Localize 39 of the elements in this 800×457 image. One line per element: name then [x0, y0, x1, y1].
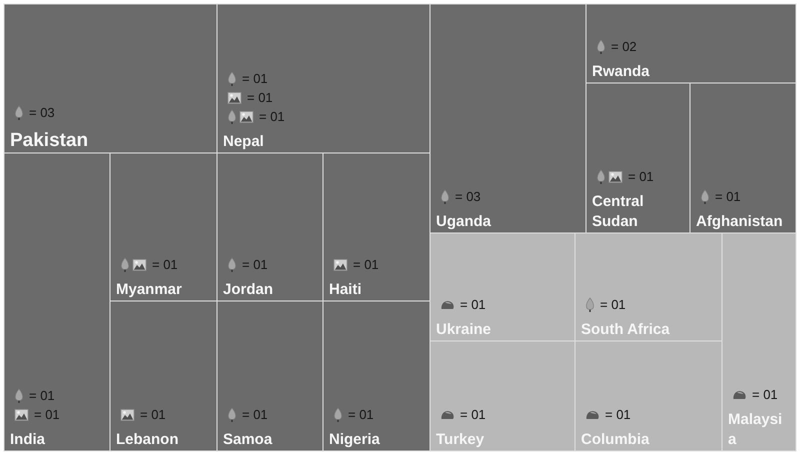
- data-label: = 01: [242, 407, 268, 422]
- data-label: = 01: [242, 257, 268, 272]
- data-label: = 01: [460, 407, 486, 422]
- data-label: = 03: [455, 189, 481, 204]
- category-label: Samoa: [223, 431, 273, 448]
- data-label: = 01: [242, 71, 268, 86]
- data-label: = 03: [29, 105, 55, 120]
- category-label: Jordan: [223, 281, 274, 298]
- category-label: Lebanon: [116, 431, 178, 448]
- data-label: = 01: [152, 257, 178, 272]
- category-label: Columbia: [581, 431, 650, 448]
- data-label: = 01: [628, 169, 654, 184]
- data-label: = 01: [140, 407, 166, 422]
- data-label: = 02: [611, 39, 637, 54]
- category-label: Haiti: [329, 281, 362, 298]
- category-label: South Africa: [581, 321, 670, 338]
- data-label: = 01: [600, 297, 626, 312]
- category-label: Nepal: [223, 133, 264, 150]
- data-label: = 01: [247, 90, 273, 105]
- category-label: Central Sudan: [592, 193, 644, 230]
- data-label: = 01: [348, 407, 374, 422]
- data-label: = 01: [353, 257, 379, 272]
- data-label: = 01: [752, 387, 778, 402]
- data-label: = 01: [29, 388, 55, 403]
- data-label: = 01: [259, 109, 285, 124]
- category-label: Ukraine: [436, 321, 492, 338]
- data-label: = 01: [460, 297, 486, 312]
- data-label: = 01: [715, 189, 741, 204]
- category-label: Rwanda: [592, 63, 650, 80]
- data-label: = 01: [605, 407, 631, 422]
- category-label: Afghanistan: [696, 213, 783, 230]
- category-label: India: [10, 431, 46, 448]
- category-label: Pakistan: [10, 130, 88, 151]
- category-label: Malaysia: [728, 411, 782, 448]
- category-label: Myanmar: [116, 281, 182, 298]
- category-label: Nigeria: [329, 431, 381, 448]
- category-label: Uganda: [436, 213, 492, 230]
- data-label: = 01: [34, 407, 60, 422]
- category-label: Turkey: [436, 431, 485, 448]
